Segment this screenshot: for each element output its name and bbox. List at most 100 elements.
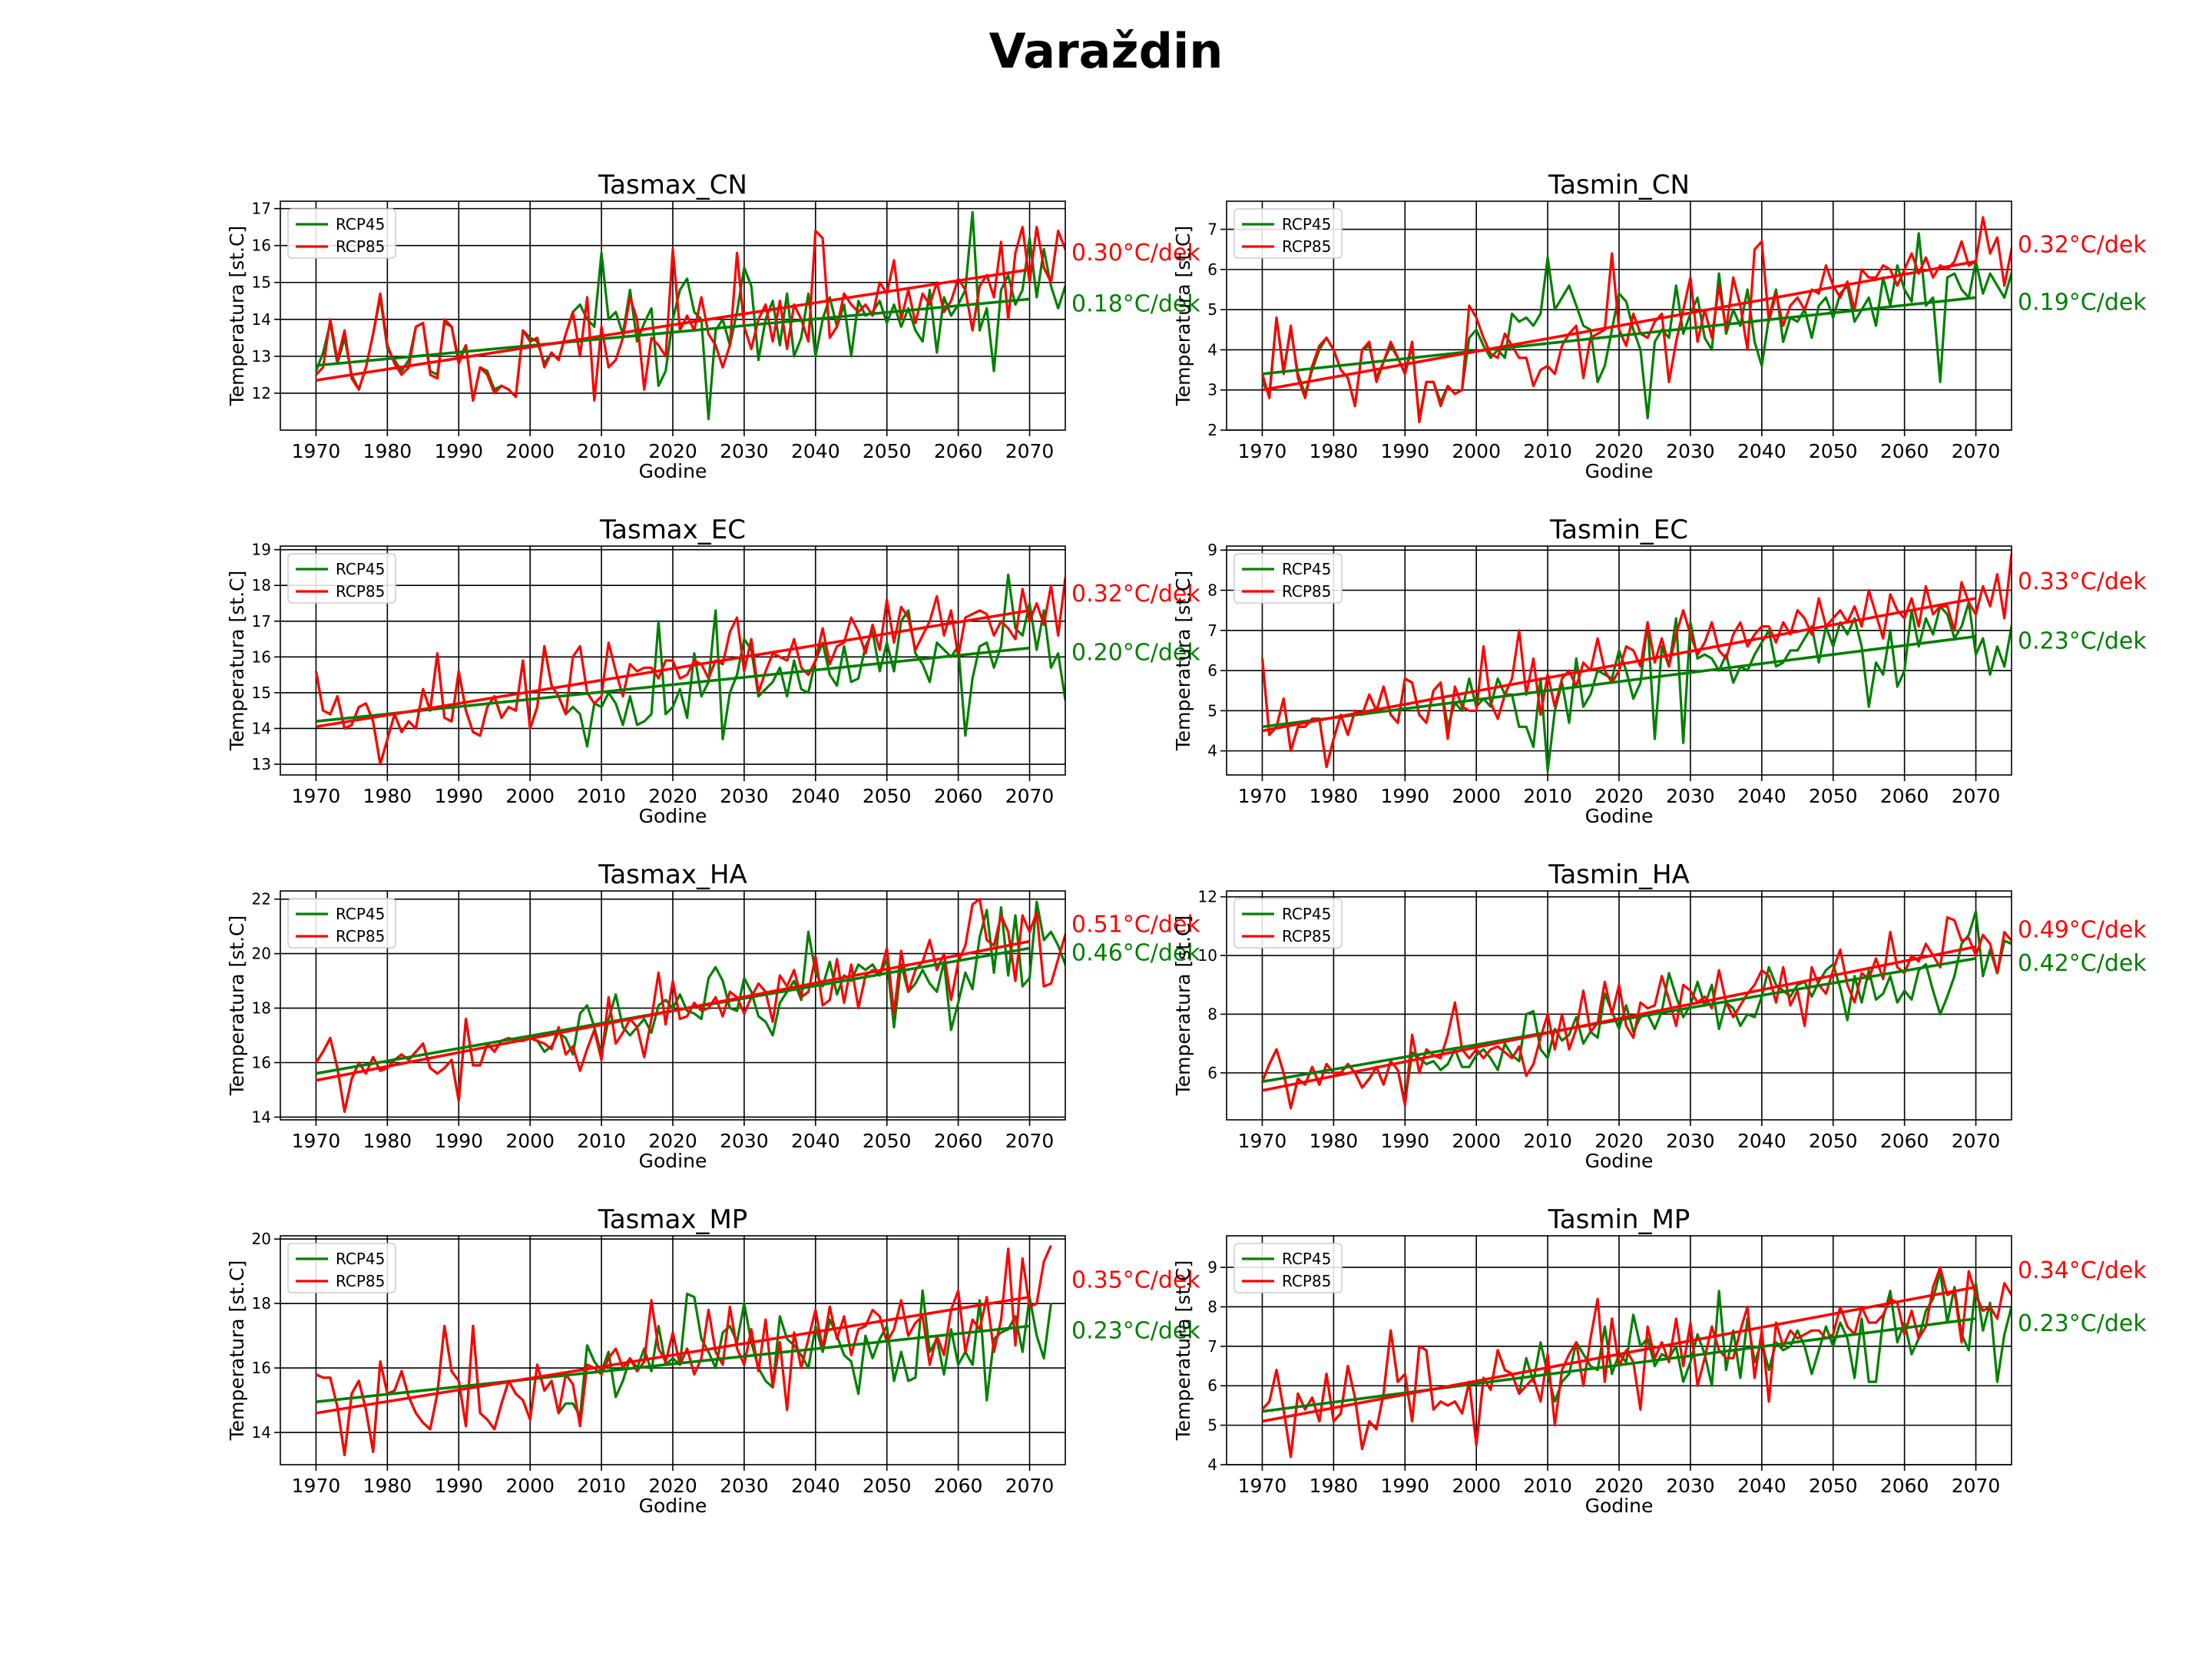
- x-tick-label: 2070: [1005, 785, 1055, 807]
- chart-title: Tasmax_MP: [598, 1204, 748, 1235]
- trend-line-rcp45: [316, 1324, 1030, 1403]
- x-axis-label: Godine: [1585, 1150, 1654, 1172]
- x-tick-label: 2010: [1523, 1130, 1572, 1152]
- x-tick-label: 2020: [648, 440, 697, 462]
- series-group: [1261, 1266, 2012, 1459]
- legend-label-rcp45: RCP45: [1282, 905, 1331, 923]
- series-group: [1260, 552, 2012, 773]
- x-tick-label: 2050: [1809, 1130, 1858, 1152]
- series-line-rcp85: [315, 1244, 1052, 1457]
- x-tick-label: 2010: [577, 440, 626, 462]
- y-tick-label: 14: [252, 1108, 271, 1126]
- x-tick-label: 2020: [648, 1130, 697, 1152]
- x-tick-label: 1970: [1238, 1475, 1287, 1497]
- y-tick-label: 19: [252, 541, 271, 559]
- chart-tasmin-ec: 1970 1980 1990 2000 2010 2020 2030 2040 2050 2060…: [1172, 515, 2147, 827]
- y-tick-label: 4: [1207, 340, 1217, 359]
- x-tick-label: 2060: [934, 785, 983, 807]
- trend-label-rcp85: 0.32°C/dek: [1071, 581, 1200, 608]
- y-tick-label: 6: [1207, 260, 1217, 279]
- y-tick-label: 10: [1198, 946, 1217, 965]
- trend-line-rcp85: [316, 268, 1030, 382]
- chart-title: Tasmin_MP: [1548, 1204, 1690, 1235]
- trend-line-rcp85: [1262, 260, 1976, 392]
- x-tick-label: 2020: [1594, 440, 1644, 462]
- x-tick-label: 1980: [363, 1130, 412, 1152]
- x-tick-label: 2010: [577, 785, 626, 807]
- legend: RCP45 RCP85: [1233, 898, 1343, 949]
- series-group: [315, 897, 1065, 1114]
- x-tick-label: 2050: [863, 440, 912, 462]
- x-tick-label: 2060: [1880, 1130, 1929, 1152]
- y-axis-label: Temperatura [st.C]: [1172, 916, 1194, 1097]
- x-tick-label: 2000: [1452, 440, 1501, 462]
- x-tick-label: 1980: [1310, 440, 1359, 462]
- x-tick-label: 2020: [648, 785, 697, 807]
- legend: RCP45 RCP85: [1233, 553, 1343, 604]
- x-tick-label: 2070: [1952, 1130, 2001, 1152]
- x-tick-label: 1980: [363, 1475, 412, 1497]
- trend-line-rcp85: [316, 1295, 1030, 1415]
- x-tick-label: 2050: [1809, 440, 1858, 462]
- y-tick-label: 18: [252, 576, 271, 594]
- x-tick-label: 2040: [1737, 1130, 1786, 1152]
- y-tick-label: 16: [252, 237, 271, 255]
- chart-title: Tasmax_CN: [598, 170, 747, 200]
- series-group: [315, 210, 1065, 421]
- y-tick-label: 7: [1207, 621, 1217, 640]
- y-tick-label: 5: [1207, 300, 1217, 319]
- series-line-rcp45: [315, 210, 1065, 421]
- x-tick-label: 2000: [505, 785, 555, 807]
- x-tick-label: 2040: [791, 1130, 840, 1152]
- x-tick-label: 2060: [934, 1475, 983, 1497]
- x-tick-label: 1990: [434, 785, 483, 807]
- legend-label-rcp85: RCP85: [1282, 927, 1331, 945]
- y-tick-label: 6: [1207, 1064, 1217, 1082]
- y-tick-label: 17: [252, 200, 271, 218]
- x-tick-label: 2010: [577, 1475, 626, 1497]
- chart-tasmin-mp: 1970 1980 1990 2000 2010 2020 2030 2040 2050 2060…: [1172, 1204, 2147, 1517]
- y-tick-label: 14: [252, 310, 271, 329]
- legend: RCP45 RCP85: [1233, 1243, 1343, 1293]
- trend-label-rcp85: 0.30°C/dek: [1071, 240, 1200, 267]
- y-tick-label: 4: [1207, 1455, 1217, 1474]
- x-tick-label: 2000: [1452, 1475, 1501, 1497]
- x-tick-label: 2010: [1523, 1475, 1572, 1497]
- x-tick-label: 2020: [1594, 1475, 1644, 1497]
- legend: RCP45 RCP85: [287, 553, 396, 604]
- x-tick-label: 1990: [1380, 1475, 1429, 1497]
- trend-label-rcp45: 0.23°C/dek: [2018, 1310, 2147, 1337]
- series-line-rcp85: [1261, 916, 2012, 1110]
- x-tick-label: 2000: [1452, 1130, 1501, 1152]
- y-tick-label: 6: [1207, 1376, 1217, 1395]
- y-tick-label: 2: [1207, 421, 1217, 439]
- y-tick-label: 5: [1207, 1416, 1217, 1435]
- x-tick-label: 2010: [1523, 785, 1572, 807]
- y-tick-label: 8: [1207, 581, 1217, 600]
- y-tick-label: 8: [1207, 1297, 1217, 1316]
- y-tick-label: 6: [1207, 661, 1217, 680]
- x-tick-label: 2030: [720, 785, 769, 807]
- y-axis-label: Temperatura [st.C]: [226, 1260, 248, 1442]
- y-tick-label: 16: [252, 1359, 271, 1377]
- x-tick-label: 2070: [1005, 1130, 1055, 1152]
- y-tick-label: 18: [252, 999, 271, 1018]
- y-tick-label: 5: [1207, 701, 1217, 720]
- legend-label-rcp45: RCP45: [1282, 560, 1331, 578]
- x-tick-label: 1980: [1310, 1475, 1359, 1497]
- x-tick-label: 2030: [720, 440, 769, 462]
- series-line-rcp45: [1261, 232, 2012, 419]
- x-tick-label: 1970: [292, 1130, 341, 1152]
- trend-label-rcp45: 0.42°C/dek: [2018, 950, 2147, 977]
- chart-tasmax-ec: 1970 1980 1990 2000 2010 2020 2030 2040 2050 2060…: [226, 515, 1200, 827]
- x-tick-label: 2010: [577, 1130, 626, 1152]
- trend-line-rcp45: [316, 297, 1030, 367]
- x-axis-label: Godine: [639, 805, 707, 827]
- x-tick-label: 2070: [1005, 440, 1055, 462]
- series-line-rcp85: [315, 897, 1065, 1114]
- x-tick-label: 2000: [505, 1475, 555, 1497]
- x-tick-label: 2070: [1005, 1475, 1055, 1497]
- x-tick-label: 1980: [1310, 1130, 1359, 1152]
- legend: RCP45 RCP85: [287, 208, 396, 259]
- y-axis-label: Temperatura [st.C]: [226, 226, 248, 407]
